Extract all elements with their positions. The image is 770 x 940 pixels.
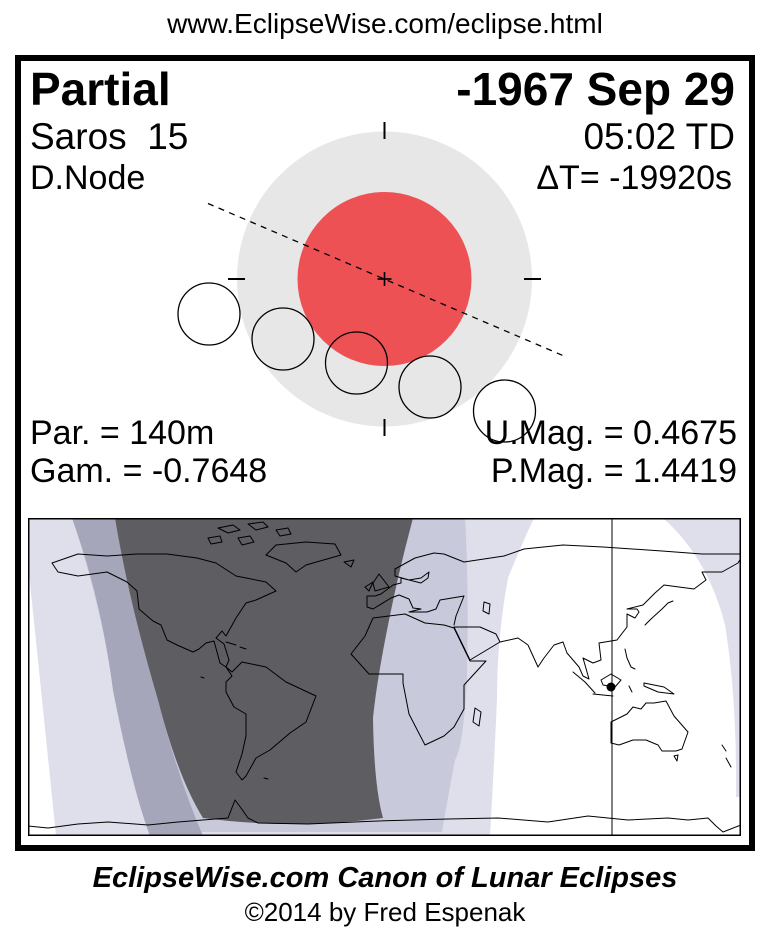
coast-new-zealand [721, 744, 732, 768]
coast-britain [372, 573, 390, 592]
delta-t-value: ΔT= -19920s [536, 159, 732, 197]
coast-borneo [600, 673, 622, 688]
coast-africa [350, 613, 487, 746]
greatest-eclipse-time: 05:02 TD [583, 116, 735, 157]
coast-greenland [265, 541, 342, 573]
copyright-text: ©2014 by Fred Espenak [244, 897, 526, 927]
coast-arctic-islands [207, 521, 292, 546]
coast-new-guinea [643, 682, 675, 695]
coast-ireland [364, 581, 374, 592]
coast-iceland [343, 559, 355, 568]
penumbral-magnitude-value: P.Mag. = 1.4419 [490, 452, 737, 490]
coast-small-islands [200, 676, 269, 780]
coast-siberia [463, 544, 741, 563]
coast-antarctica [28, 799, 741, 833]
sublunar-point-dot [606, 682, 616, 692]
coast-madagascar [472, 707, 482, 727]
visibility-band-corner-right [663, 518, 741, 797]
visibility-world-map [28, 518, 741, 836]
continent-outlines [28, 521, 741, 833]
coast-japan [644, 600, 674, 626]
coast-asia-south [499, 557, 741, 680]
coast-sumatra [572, 671, 596, 694]
saros-label: Saros 15 [30, 116, 189, 157]
partial-duration-value: Par. = 140m [30, 414, 215, 452]
coast-java [592, 693, 614, 697]
node-label: D.Node [30, 159, 146, 197]
eclipse-date: -1967 Sep 29 [456, 63, 735, 115]
page-url-text: www.EclipseWise.com/eclipse.html [167, 8, 603, 39]
visibility-band-medium [72, 518, 203, 836]
visibility-region-full-eclipse [115, 518, 413, 824]
eclipse-type-label: Partial [30, 63, 171, 115]
coast-caspian [482, 601, 491, 615]
coast-australia [610, 700, 689, 752]
coast-sulawesi [628, 685, 633, 693]
map-border [28, 518, 741, 836]
coast-tasmania [673, 754, 679, 762]
gamma-value: Gam. = -0.7648 [30, 452, 268, 490]
canon-title: EclipseWise.com Canon of Lunar Eclipses [92, 862, 678, 894]
coast-north-america [51, 553, 277, 668]
coast-europe [366, 552, 465, 626]
coast-south-america [225, 661, 317, 781]
coast-arabia [453, 626, 501, 661]
coast-philippines [624, 648, 636, 670]
umbral-magnitude-value: U.Mag. = 0.4675 [484, 414, 737, 452]
coast-caribbean [225, 641, 247, 650]
